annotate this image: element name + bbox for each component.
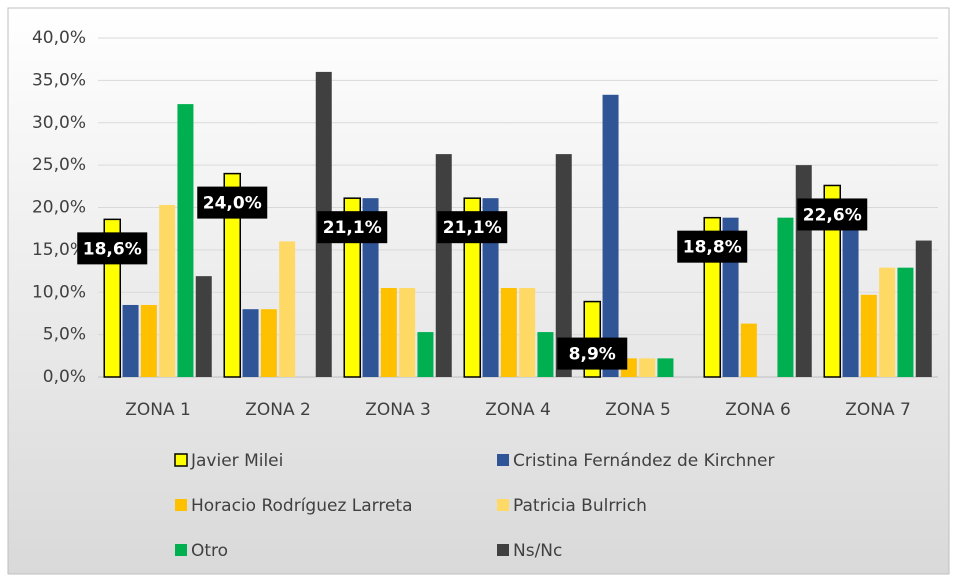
y-tick-label: 15,0% [32,240,86,260]
data-label: 24,0% [203,194,262,214]
y-tick-label: 5,0% [43,325,86,345]
x-tick-label: ZONA 3 [365,400,431,420]
legend-label: Javier Milei [190,451,283,471]
legend-swatch [174,453,188,467]
y-tick-label: 20,0% [32,198,86,218]
bar [122,304,139,377]
bar [777,217,794,377]
bar [260,309,277,377]
data-label-box [317,211,388,244]
bar [657,358,674,377]
bar [242,309,259,377]
bar [915,240,932,377]
x-tick-label: ZONA 4 [485,400,551,420]
x-tick-label: ZONA 6 [725,400,791,420]
data-label: 8,9% [569,345,616,365]
y-tick-label: 35,0% [32,70,86,90]
y-tick-label: 0,0% [43,367,86,387]
legend-swatch [497,454,509,466]
bar [740,323,757,377]
legend-swatch [497,499,509,511]
legend-label: Otro [191,541,228,561]
bar [177,104,194,377]
x-tick-label: ZONA 2 [245,400,311,420]
legend-swatch [175,499,187,511]
legend-swatch [175,544,187,556]
data-label-box [437,211,508,244]
bar [795,165,812,377]
bar [879,267,896,377]
legend-label: Ns/Nc [513,541,562,561]
data-label: 22,6% [803,205,862,225]
data-label-box [197,186,268,219]
bar [380,288,397,377]
bar [279,241,296,377]
bar [500,288,517,377]
legend-label: Patricia Bulrrich [513,496,647,516]
bar [519,288,536,377]
bar [602,94,619,377]
data-label: 18,8% [683,238,742,258]
y-tick-label: 25,0% [32,155,86,175]
data-label-box [677,230,748,263]
bar [860,294,877,377]
bar [399,288,416,377]
bar [537,332,554,377]
data-label: 18,6% [83,239,142,259]
bar [223,172,241,378]
data-label-box [797,198,868,231]
bar [435,154,452,377]
x-tick-label: ZONA 7 [845,400,911,420]
bar [195,276,212,377]
legend-label: Cristina Fernández de Kirchner [513,451,774,471]
data-label-box [557,337,628,370]
bar [639,358,656,377]
bar [555,154,572,377]
data-label-box [77,232,148,265]
bar [159,204,176,377]
y-tick-label: 30,0% [32,113,86,133]
x-tick-label: ZONA 5 [605,400,671,420]
bar [417,332,434,377]
data-label: 21,1% [323,218,382,238]
data-label: 21,1% [443,218,502,238]
bar [140,304,157,377]
legend-label: Horacio Rodríguez Larreta [191,496,413,516]
legend-swatch [497,544,509,556]
bar [842,212,859,377]
y-tick-label: 40,0% [32,28,86,48]
x-tick-label: ZONA 1 [125,400,191,420]
bar [823,184,841,378]
y-tick-label: 10,0% [32,282,86,302]
bar [897,267,914,377]
